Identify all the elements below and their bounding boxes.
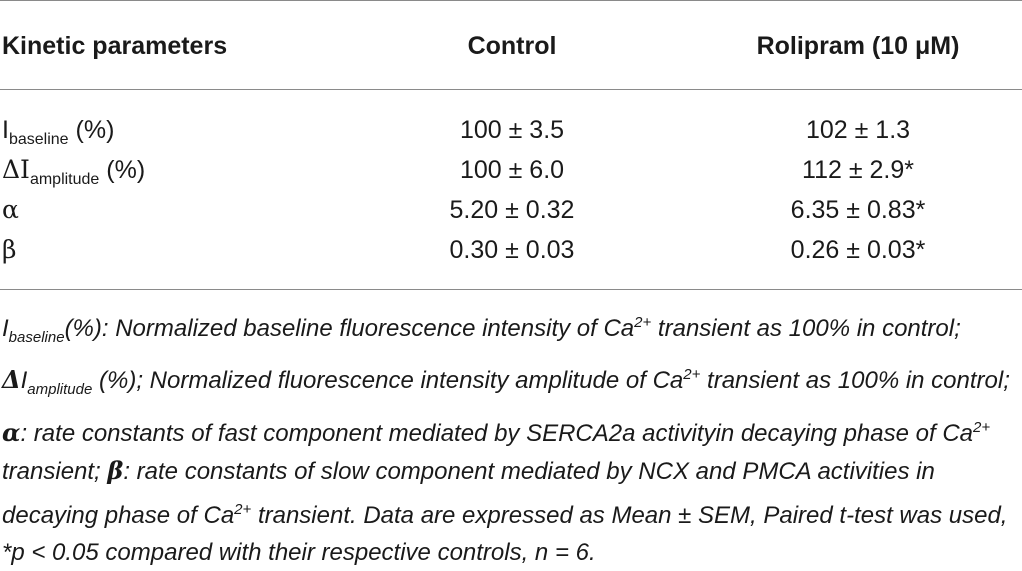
row-label-subscript: baseline bbox=[8, 131, 69, 148]
footnote-superscript: 2+ bbox=[634, 314, 652, 331]
footnote-text: : rate constants of slow component media… bbox=[2, 458, 935, 529]
footnote-symbol: I bbox=[20, 367, 28, 395]
cell-rolipram-alpha: 6.35 ± 0.83* bbox=[790, 196, 926, 224]
cell-control-alpha: 5.20 ± 0.32 bbox=[449, 196, 575, 224]
header-kinetic-parameters: Kinetic parameters bbox=[2, 32, 228, 60]
footnote-superscript: 2+ bbox=[234, 500, 252, 518]
header-rolipram: Rolipram (10 μM) bbox=[756, 32, 960, 60]
cell-rolipram-beta: 0.26 ± 0.03* bbox=[790, 236, 926, 264]
footnote-text: transient as 100% in control; bbox=[700, 367, 1010, 395]
row-label-alpha: α bbox=[2, 195, 19, 224]
row-label-subscript: amplitude bbox=[29, 171, 100, 188]
row-label-unit: (%) bbox=[68, 116, 115, 144]
row-label-amplitude: ΔIamplitude (%) bbox=[2, 155, 145, 195]
cell-rolipram-baseline: 102 ± 1.3 bbox=[805, 116, 911, 144]
table-header-rule bbox=[0, 89, 1022, 90]
row-label-main: ΔI bbox=[2, 155, 30, 184]
row-label-unit: (%) bbox=[99, 156, 146, 184]
cell-control-baseline: 100 ± 3.5 bbox=[459, 116, 565, 144]
footnote-text: (%); Normalized fluorescence intensity a… bbox=[92, 367, 684, 395]
footnote-alpha-symbol: α bbox=[2, 417, 21, 447]
row-label-baseline: Ibaseline (%) bbox=[2, 115, 114, 155]
table-bottom-rule bbox=[0, 289, 1022, 290]
row-label-beta: β bbox=[2, 235, 17, 264]
footnote-text: (%): Normalized baseline fluorescence in… bbox=[64, 315, 635, 342]
footnote-subscript: baseline bbox=[8, 329, 65, 346]
cell-rolipram-amplitude: 112 ± 2.9* bbox=[802, 156, 914, 184]
footnote-superscript: 2+ bbox=[973, 418, 991, 436]
row-label-main: I bbox=[2, 116, 9, 144]
footnote-symbol: I bbox=[2, 315, 9, 342]
footnote-text: : rate constants of fast component media… bbox=[20, 419, 973, 447]
cell-control-beta: 0.30 ± 0.03 bbox=[449, 236, 575, 264]
table-footnote: Ibaseline(%): Normalized baseline fluore… bbox=[2, 304, 1017, 571]
cell-control-amplitude: 100 ± 6.0 bbox=[459, 156, 565, 184]
header-control: Control bbox=[467, 32, 557, 60]
footnote-superscript: 2+ bbox=[683, 366, 701, 384]
footnote-delta-symbol: Δ bbox=[2, 365, 21, 395]
footnote-text: transient as 100% in control; bbox=[651, 315, 961, 342]
footnote-beta-symbol: β bbox=[107, 456, 124, 486]
footnote-subscript: amplitude bbox=[27, 381, 93, 399]
table-top-rule bbox=[0, 0, 1022, 1]
footnote-text: transient; bbox=[2, 458, 108, 486]
